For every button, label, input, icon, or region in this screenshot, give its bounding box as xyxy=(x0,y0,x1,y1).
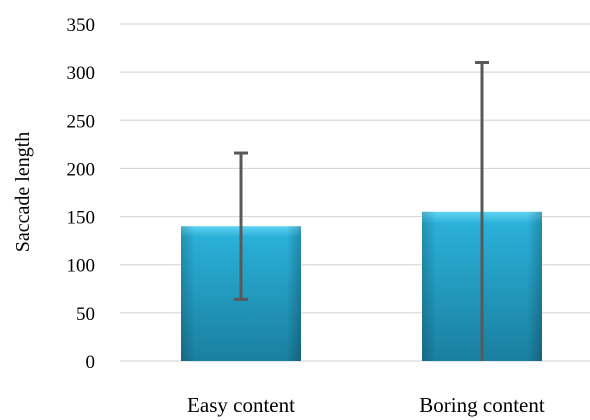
bars xyxy=(181,211,542,361)
y-tick-label: 150 xyxy=(67,208,96,229)
y-axis-tick-labels: 0 50 100 150 200 250 300 350 xyxy=(67,15,96,373)
error-bars xyxy=(234,61,489,361)
y-tick-label: 0 xyxy=(86,352,96,373)
y-tick-label: 250 xyxy=(67,111,96,132)
y-tick-label: 200 xyxy=(67,159,96,180)
x-axis-category-labels: Easy content Boring content xyxy=(187,393,545,417)
y-axis-title: Saccade length xyxy=(12,132,34,253)
y-tick-label: 300 xyxy=(67,63,96,84)
y-tick-label: 50 xyxy=(76,304,95,325)
y-tick-label: 100 xyxy=(67,256,96,277)
x-category-label: Boring content xyxy=(419,393,545,417)
x-category-label: Easy content xyxy=(187,393,295,417)
y-tick-label: 350 xyxy=(67,15,96,36)
